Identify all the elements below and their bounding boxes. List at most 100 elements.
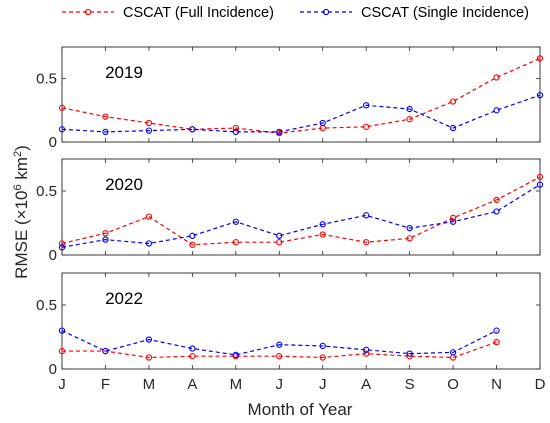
panel-2022: 0 0.5 2022 [36,272,541,378]
data-point-single [536,181,544,188]
data-point-full [145,119,153,127]
panels: 0 0.5 2019 0 0.5 2020 0 0.5 2022 [36,46,544,378]
y-axis-label-exp1: 6 [12,184,24,190]
series-line-full [61,57,541,134]
x-tick-label: M [143,376,156,393]
data-point-single [276,341,283,348]
y-tick-label: 0.5 [36,183,57,200]
data-point-single [145,336,153,343]
legend: CSCAT (Full Incidence) CSCAT (Single Inc… [62,5,529,21]
data-point-full [58,240,66,247]
data-point-full [145,354,153,361]
series-line-single [61,94,541,133]
data-point-single [493,208,500,215]
data-point-full [189,353,196,360]
data-point-single [189,345,196,352]
x-tick-label: S [405,376,415,393]
data-point-single [232,128,239,136]
data-point-single [363,212,370,219]
panel-frame [61,46,541,143]
data-point-full [449,354,457,361]
data-point-full [58,347,66,355]
data-point-full [449,98,457,105]
data-point-single [58,244,66,251]
y-axis-label-suffix: ) [12,145,31,151]
data-point-single [363,346,370,353]
series-line-full [61,176,541,246]
data-point-single [58,126,66,133]
y-tick-label: 0.5 [36,297,57,314]
x-tick-label: F [101,376,110,393]
data-point-full [493,338,500,346]
legend-marker-single [322,8,330,16]
data-point-full [319,354,326,361]
data-point-full [319,231,326,238]
x-tick-label: D [535,376,546,393]
legend-label-full: CSCAT (Full Incidence) [123,5,274,21]
legend-label-single: CSCAT (Single Incidence) [361,5,529,21]
data-point-single [406,224,413,232]
y-tick-label: 0.5 [36,71,57,88]
x-tick-label: J [58,376,66,393]
data-point-single [493,107,500,114]
x-axis-label: Month of Year [248,400,353,419]
data-point-full [58,104,66,111]
data-point-full [276,239,283,246]
x-tick-label: J [276,376,284,393]
data-point-single [536,91,544,99]
y-axis-label-mid: km [12,157,31,184]
data-point-single [189,232,196,239]
data-point-full [102,113,109,120]
data-point-single [58,327,66,334]
data-point-full [145,213,153,220]
panel-2019: 0 0.5 2019 [36,46,544,151]
data-point-single [102,347,109,355]
data-point-single [102,236,109,243]
data-point-single [449,349,457,356]
data-point-full [406,353,413,360]
panel-title: 2019 [105,63,143,82]
data-point-single [276,232,283,239]
y-tick-label: 0 [49,361,57,378]
data-point-full [102,230,109,237]
series-line-single [61,184,541,248]
data-point-full [189,241,196,248]
data-point-full [536,173,544,181]
data-point-full [276,353,283,360]
data-point-full [232,124,239,132]
data-point-single [363,102,370,109]
data-point-full [363,239,370,246]
data-point-full [493,196,500,204]
data-point-single [319,342,326,350]
data-point-single [449,124,457,132]
y-axis-label-prefix: RMSE (×10 [12,190,31,278]
x-tick-label: N [491,376,502,393]
data-point-full [493,74,500,81]
panel-frame [61,158,541,256]
data-point-single [406,350,413,357]
panel-title: 2022 [105,289,143,308]
panel-frame [61,272,541,370]
x-tick-label: J [319,376,327,393]
data-point-single [319,119,326,127]
data-point-single [276,128,283,136]
data-point-single [145,240,153,247]
y-tick-label: 0 [49,134,57,151]
series-line-full [62,341,497,359]
data-point-full [406,116,413,123]
panel-2020: 0 0.5 2020 [36,158,544,264]
data-point-full [449,214,457,222]
panel-title: 2020 [105,175,143,194]
data-point-single [189,126,196,133]
y-tick-label: 0 [49,247,57,264]
data-point-single [145,127,153,134]
data-point-full [536,55,544,62]
data-point-full [232,239,239,246]
data-point-single [232,351,239,359]
data-point-single [102,128,109,136]
data-point-full [406,235,413,242]
x-tick-label: O [447,376,459,393]
data-point-full [363,350,370,357]
